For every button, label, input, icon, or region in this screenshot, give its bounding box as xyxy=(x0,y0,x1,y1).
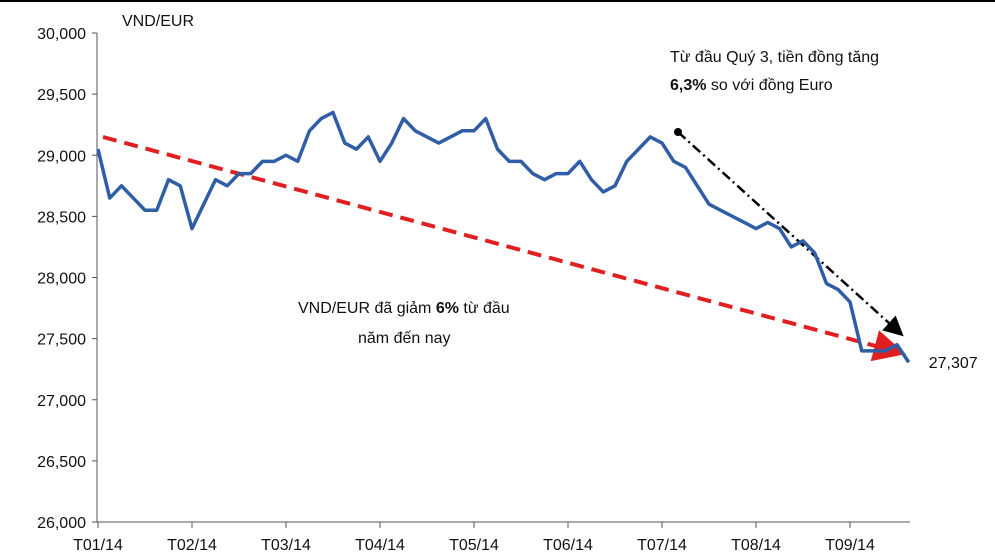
x-tick-label: T02/14 xyxy=(167,537,217,554)
y-tick-label: 30,000 xyxy=(37,26,86,43)
y-tick-label: 26,500 xyxy=(37,454,86,471)
annotation-bold: 6,3% xyxy=(670,77,706,94)
y-tick-label: 26,000 xyxy=(37,515,86,532)
annotation: từ đầu xyxy=(459,300,510,317)
annotation: VND/EUR đã giảm 6% từ đầu xyxy=(298,300,510,317)
x-tick-label: T08/14 xyxy=(731,537,781,554)
x-tick-label: T04/14 xyxy=(355,537,405,554)
annotation: Từ đầu Quý 3, tiền đồng tăng xyxy=(670,49,879,66)
annotation: VND/EUR đã giảm xyxy=(298,300,436,317)
y-tick-label: 27,000 xyxy=(37,393,86,410)
trend-arrow xyxy=(102,135,906,362)
y-tick-label: 29,500 xyxy=(37,87,86,104)
q3-start xyxy=(674,128,682,136)
y-tick-label: 27,500 xyxy=(37,332,86,349)
x-tick-label: T07/14 xyxy=(637,537,687,554)
y-tick-label: 29,000 xyxy=(37,148,86,165)
annotation-bold: 6% xyxy=(436,300,459,317)
x-tick-label: T01/14 xyxy=(73,537,123,554)
y-tick-label: 28,500 xyxy=(37,209,86,226)
annotation: so với đồng Euro xyxy=(706,77,832,94)
data-line xyxy=(96,110,911,364)
annotation: 6,3% so với đồng Euro xyxy=(670,77,833,94)
end-label: 27,307 xyxy=(929,355,978,372)
annotation: năm đến nay xyxy=(358,330,451,347)
x-tick-label: T03/14 xyxy=(261,537,311,554)
q3-arrow xyxy=(677,131,904,337)
x-tick-label: T06/14 xyxy=(543,537,593,554)
x-tick-label: T09/14 xyxy=(825,537,875,554)
x-tick-label: T05/14 xyxy=(449,537,499,554)
y-tick-label: 28,000 xyxy=(37,271,86,288)
y-axis-label: VND/EUR xyxy=(122,13,194,30)
